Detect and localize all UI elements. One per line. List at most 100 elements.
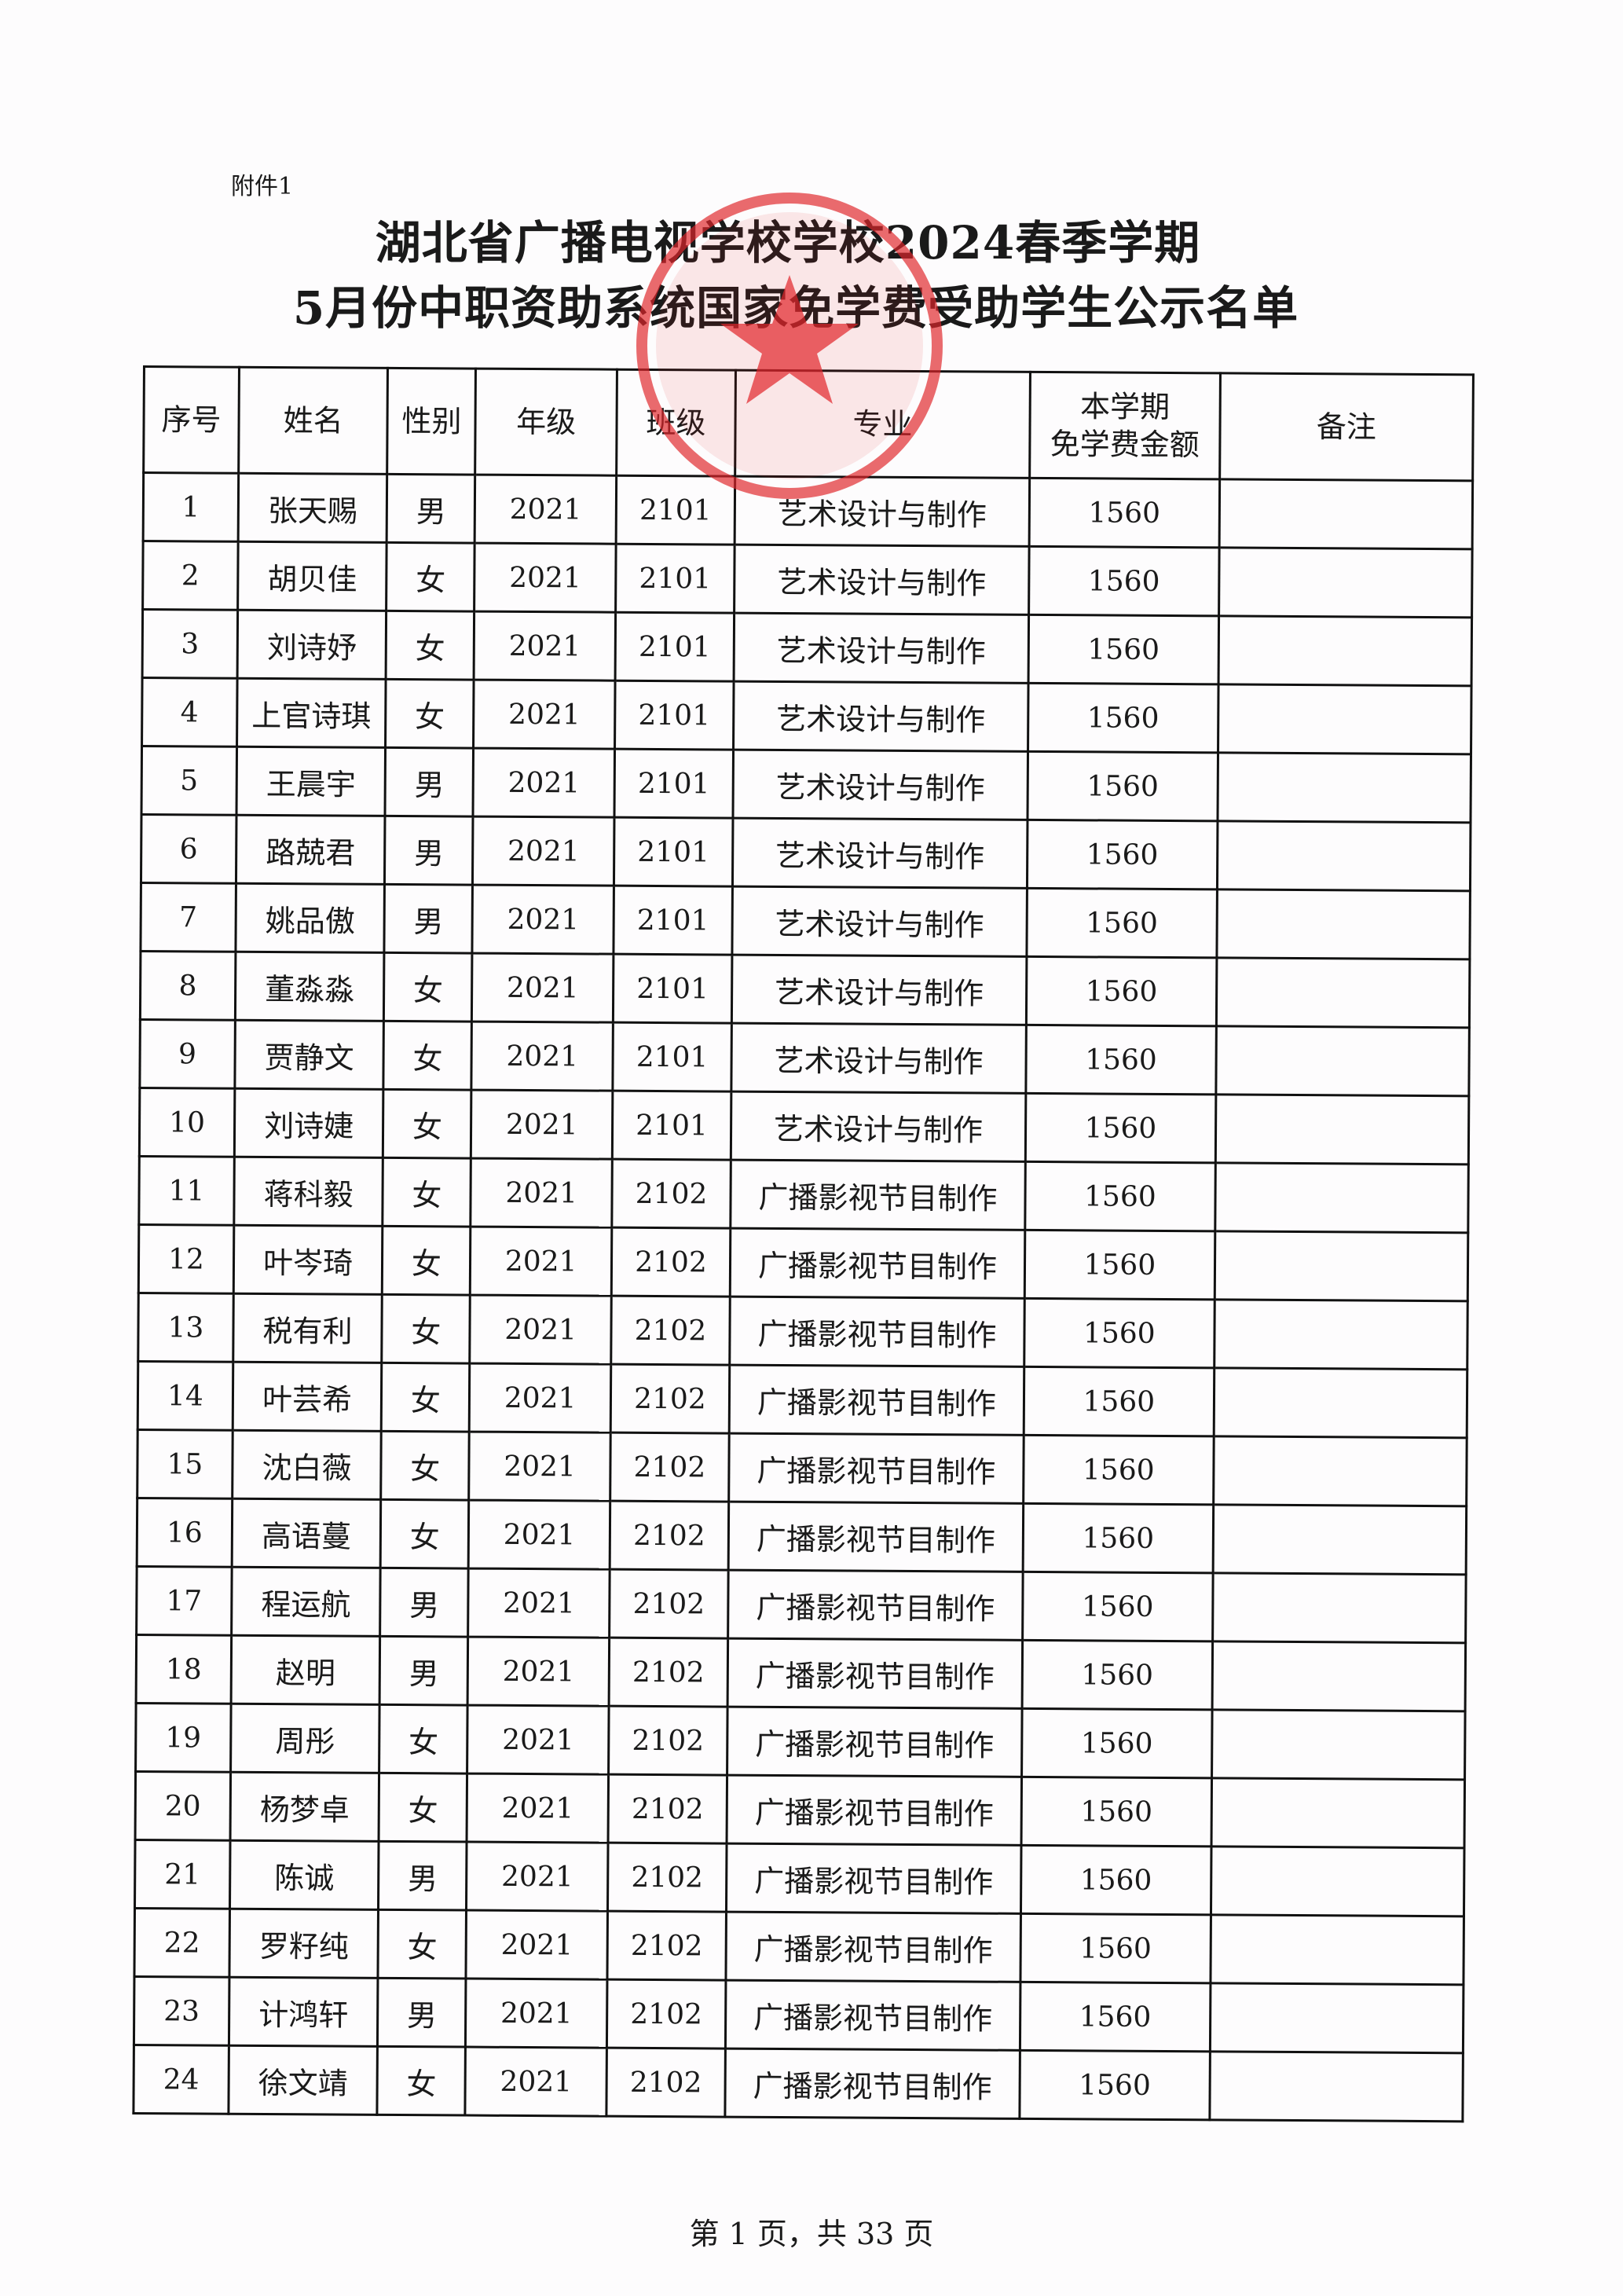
table-row: 14 叶芸希女 2021 2102 广播影视节目制作 1560 [137,1361,1467,1438]
cell-name: 胡贝佳 [237,541,387,611]
table-row: 11 蒋科毅女 2021 2102 广播影视节目制作 1560 [138,1156,1469,1233]
cell-grade: 2021 [471,1090,613,1160]
cell-seq: 11 [138,1156,235,1226]
cell-gender: 女 [383,952,473,1022]
cell-grade: 2021 [474,611,616,681]
cell-gender: 男 [385,747,474,817]
cell-class: 2102 [606,1979,726,2049]
cell-major: 艺术设计与制作 [731,955,1027,1025]
cell-gender: 女 [385,679,474,749]
cell-gender: 女 [381,1363,470,1432]
cell-seq: 5 [141,746,237,816]
cell-class: 2101 [615,544,735,614]
cell-fee: 1560 [1025,1025,1217,1095]
cell-class: 2101 [614,749,734,819]
table-row: 8 董淼淼女 2021 2101 艺术设计与制作 1560 [140,951,1470,1028]
cell-fee: 1560 [1029,478,1220,548]
header-gender: 性别 [387,368,476,475]
cell-gender: 女 [379,1773,467,1843]
cell-remark [1216,957,1470,1028]
cell-grade: 2021 [467,1705,610,1775]
cell-remark [1213,1367,1467,1438]
cell-remark [1215,1162,1469,1233]
cell-gender: 女 [383,1021,472,1091]
header-major: 专业 [735,370,1031,479]
cell-grade: 2021 [469,1295,612,1365]
cell-major: 艺术设计与制作 [732,818,1028,889]
cell-remark [1215,1025,1470,1096]
cell-seq: 16 [137,1498,233,1568]
cell-name: 董淼淼 [235,952,385,1021]
table-row: 7 姚品傲男 2021 2101 艺术设计与制作 1560 [140,882,1471,959]
table-row: 16 高语蔓女 2021 2102 广播影视节目制作 1560 [137,1498,1467,1575]
cell-remark [1211,1641,1466,1711]
cell-class: 2102 [607,1843,727,1913]
cell-name: 路兢君 [236,815,386,885]
cell-name: 刘诗婕 [234,1088,384,1158]
cell-name: 赵明 [230,1635,381,1705]
cell-name: 杨梦卓 [229,1772,380,1842]
cell-seq: 3 [142,609,238,679]
cell-fee: 1560 [1028,614,1219,684]
cell-class: 2101 [615,612,735,682]
cell-seq: 14 [137,1361,233,1431]
cell-seq: 18 [136,1634,232,1704]
cell-gender: 女 [380,1499,469,1569]
cell-fee: 1560 [1027,820,1218,889]
cell-major: 广播影视节目制作 [725,1980,1020,2051]
cell-fee: 1560 [1024,1298,1215,1368]
cell-major: 广播影视节目制作 [727,1570,1024,1641]
cell-name: 蒋科毅 [233,1157,383,1227]
cell-grade: 2021 [474,543,617,613]
cell-grade: 2021 [466,1910,608,1980]
cell-major: 广播影视节目制作 [726,1775,1022,1846]
cell-fee: 1560 [1021,1708,1212,1778]
cell-gender: 男 [380,1568,469,1638]
cell-gender: 男 [387,474,475,544]
cell-class: 2101 [613,954,732,1024]
cell-name: 张天赐 [237,473,388,543]
cell-class: 2102 [611,1227,731,1297]
cell-grade: 2021 [472,885,614,955]
cell-name: 王晨宇 [236,746,386,816]
table-row: 19 周彤女 2021 2102 广播影视节目制作 1560 [135,1703,1466,1780]
page-subtitle: 5月份中职资助系统国家免学费受助学生公示名单 [292,281,1299,335]
cell-fee: 1560 [1023,1503,1214,1573]
cell-remark [1216,889,1471,959]
cell-grade: 2021 [467,1568,610,1638]
cell-fee: 1560 [1024,1161,1215,1231]
cell-remark [1212,1504,1467,1575]
cell-grade: 2021 [473,748,615,818]
cell-remark [1211,1777,1465,1848]
table-row: 5 王晨宇男 2021 2101 艺术设计与制作 1560 [141,746,1471,823]
table-row: 18 赵明男 2021 2102 广播影视节目制作 1560 [136,1634,1466,1711]
cell-grade: 2021 [470,1227,612,1297]
cell-class: 2102 [610,1364,730,1434]
table-row: 20 杨梦卓女 2021 2102 广播影视节目制作 1560 [135,1771,1465,1848]
cell-grade: 2021 [473,680,616,750]
cell-major: 广播影视节目制作 [730,1160,1026,1231]
cell-remark [1218,479,1473,549]
cell-major: 艺术设计与制作 [731,1091,1026,1162]
cell-grade: 2021 [467,1773,609,1843]
cell-class: 2102 [610,1501,729,1571]
cell-seq: 15 [137,1429,233,1499]
cell-class: 2101 [612,1091,731,1161]
cell-major: 艺术设计与制作 [733,681,1029,752]
cell-seq: 24 [133,2045,229,2114]
cell-name: 贾静文 [234,1020,384,1090]
cell-fee: 1560 [1019,2050,1211,2120]
header-grade: 年级 [474,369,617,476]
cell-name: 刘诗妤 [236,610,387,680]
cell-seq: 13 [137,1293,234,1363]
cell-seq: 6 [141,814,236,884]
cell-gender: 男 [384,816,474,886]
cell-remark [1215,1094,1469,1165]
cell-fee: 1560 [1020,1982,1211,2052]
table-row: 24 徐文靖女 2021 2102 广播影视节目制作 1560 [133,2045,1464,2122]
cell-class: 2101 [612,1022,732,1092]
cell-gender: 女 [383,1157,471,1227]
cell-remark [1212,1572,1467,1643]
table-row: 12 叶岑琦女 2021 2102 广播影视节目制作 1560 [138,1224,1468,1301]
cell-gender: 男 [379,1636,468,1706]
